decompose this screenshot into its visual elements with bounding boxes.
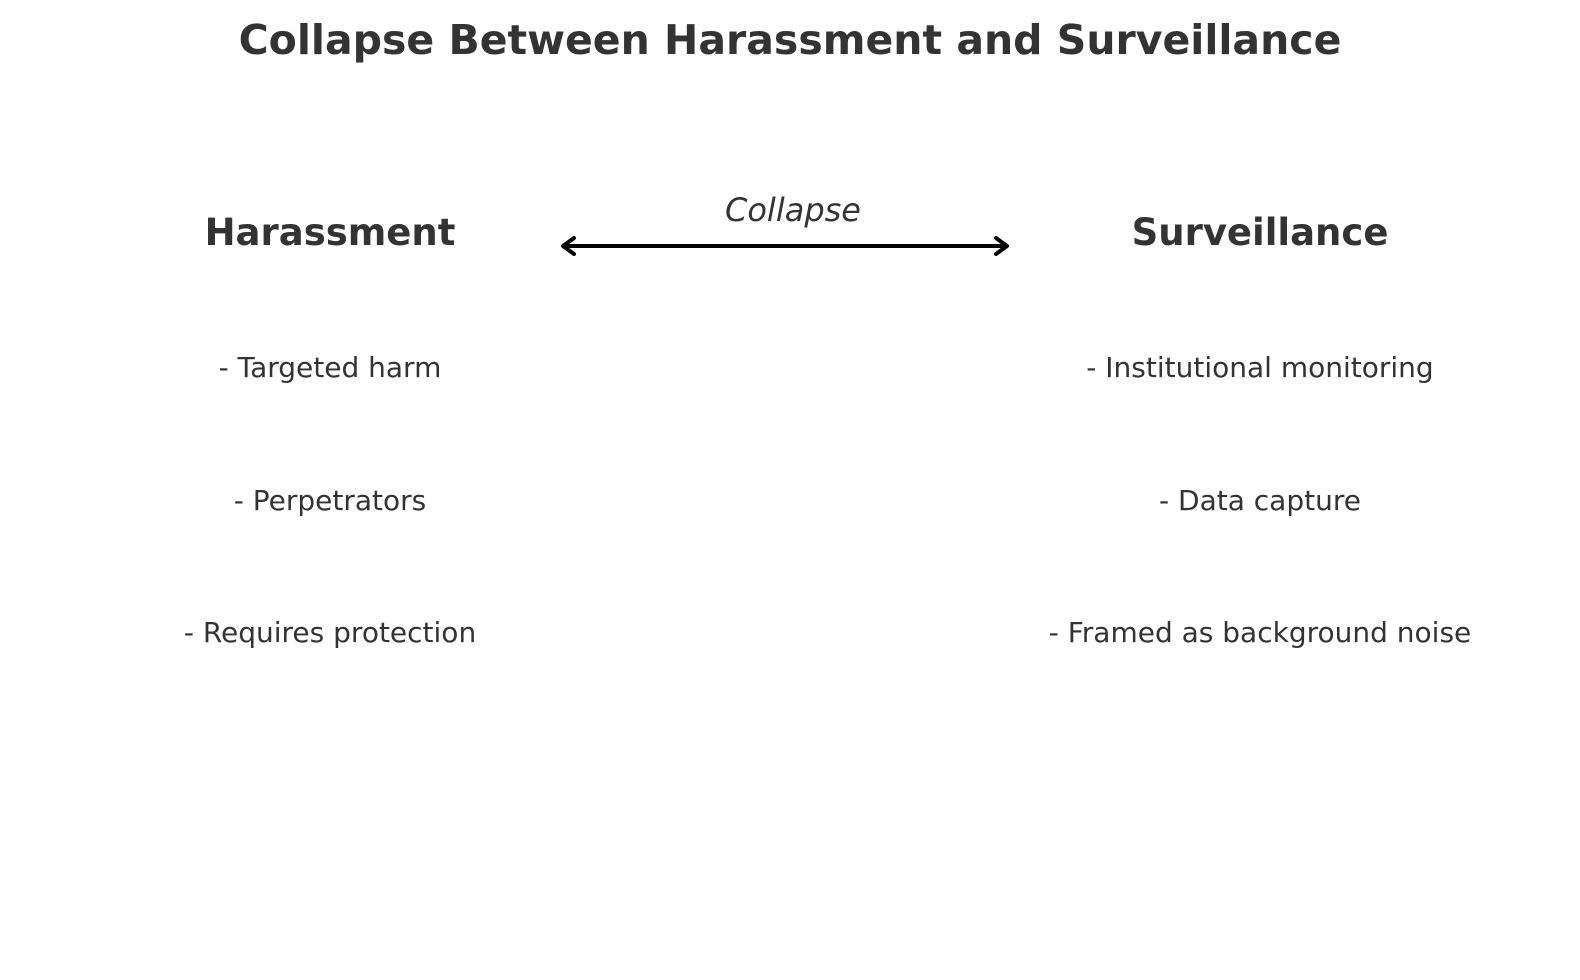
harassment-item: - Requires protection [183, 616, 477, 649]
harassment-heading: Harassment [204, 211, 456, 254]
harassment-item: - Perpetrators [233, 484, 427, 517]
surveillance-item: - Framed as background noise [1048, 616, 1472, 649]
surveillance-item: - Institutional monitoring [1086, 351, 1434, 384]
arrow-head-left [561, 236, 576, 256]
diagram-title: Collapse Between Harassment and Surveill… [238, 16, 1342, 64]
surveillance-heading: Surveillance [1131, 211, 1389, 254]
double-headed-arrow [561, 236, 1009, 256]
harassment-item: - Targeted harm [218, 351, 442, 384]
collapse-label: Collapse [725, 191, 861, 229]
surveillance-item: - Data capture [1159, 484, 1361, 517]
arrow-head-right [994, 236, 1009, 256]
